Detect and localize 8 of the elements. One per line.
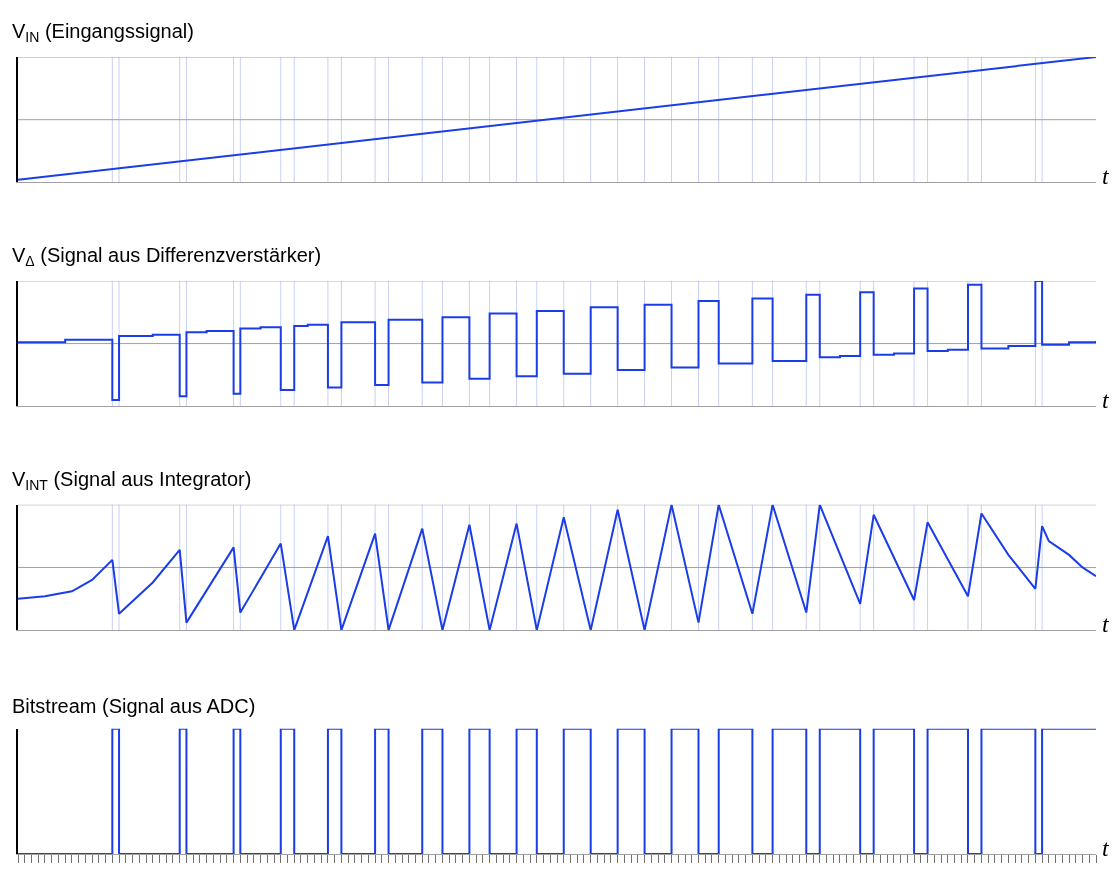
chart-title: Bitstream (Signal aus ADC): [12, 695, 256, 717]
chart-title: V$_{Δ}$ (Signal aus Differenzverstärker): [12, 244, 322, 270]
chart-title: V$_{IN}$ (Eingangssignal): [12, 20, 194, 46]
x-axis-title: t: [1102, 387, 1110, 413]
x-axis-title: t: [1102, 835, 1110, 861]
x-axis-title: t: [1102, 611, 1110, 637]
x-axis-title: t: [1102, 163, 1110, 189]
chart-title: V$_{INT}$ (Signal aus Integrator): [12, 468, 252, 494]
